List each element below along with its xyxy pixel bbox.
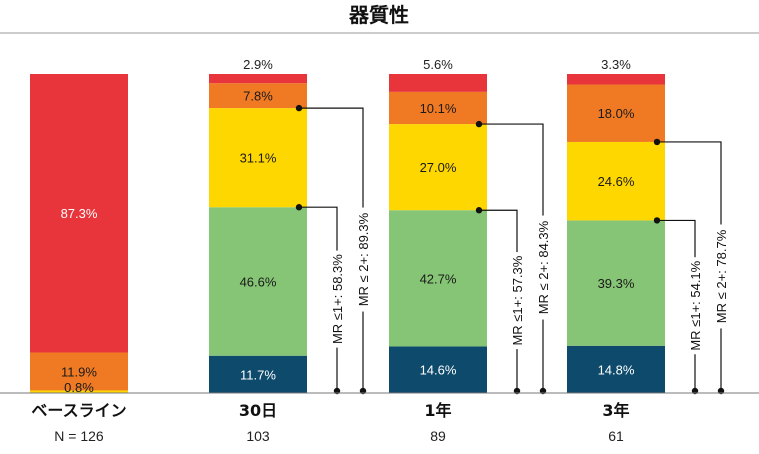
bar-segment: [209, 74, 307, 84]
bar-segment: [30, 74, 128, 353]
label-background: [329, 250, 345, 348]
brackets-group: MR ≤1+: 58.3% MR ≤ 2+: 89.3% MR ≤1+: 57.3%…: [295, 104, 729, 395]
bracket-dot: [653, 138, 661, 146]
bar-segment: [567, 220, 665, 346]
data-label: 10.1%: [420, 101, 457, 116]
data-label: 14.6%: [420, 363, 457, 378]
bracket-dot: [295, 104, 303, 112]
n-label: N = 126: [54, 428, 104, 444]
bar-segment: [209, 207, 307, 356]
bracket-label-group: MR ≤1+: 58.3%: [329, 250, 345, 348]
bracket-dot: [295, 204, 303, 211]
data-label: 11.9%: [61, 364, 97, 379]
data-label: 3.3%: [601, 57, 631, 72]
chart-title: 器質性: [348, 3, 409, 27]
label-background: [687, 257, 703, 355]
bars-group: 0.8%11.9% 87.3% 11.7% 46.6% 31.1% 7.8% 2.9% 14.…: [30, 57, 665, 395]
data-label: 24.6%: [598, 174, 635, 189]
bracket-label: MR ≤ 2+: 89.3%: [356, 212, 371, 306]
bracket-dot: [475, 207, 483, 214]
data-label: 87.3%: [61, 206, 98, 221]
data-label: 39.3%: [598, 276, 635, 291]
data-label: 11.7%: [240, 367, 276, 382]
bracket-label-group: MR ≤ 2+: 89.3%: [355, 207, 371, 312]
bar-segment: [209, 355, 307, 393]
label-background: [713, 224, 729, 329]
bracket-label-group: MR ≤1+: 54.1%: [687, 257, 703, 355]
bracket-dot: [475, 120, 483, 128]
category-label: 3年: [602, 401, 629, 420]
data-label: 14.8%: [598, 362, 635, 377]
bar-segment: [30, 352, 128, 391]
bar-segment: [389, 346, 487, 393]
data-label: 18.0%: [598, 106, 635, 121]
bar-segment: [209, 108, 307, 208]
bracket-label: MR ≤ 2+: 78.7%: [714, 229, 729, 323]
category-labels: ベースライン N = 126 30日 103 1年 89 3年 61: [31, 401, 629, 444]
bracket-label: MR ≤ 2+: 84.3%: [536, 220, 551, 314]
label-background: [355, 207, 371, 312]
label-background: [535, 215, 551, 320]
label-background: [509, 252, 525, 350]
category-label: 30日: [239, 401, 277, 420]
bracket-label-group: MR ≤1+: 57.3%: [509, 252, 525, 350]
n-label: 89: [430, 428, 446, 444]
bracket-dot: [653, 217, 661, 224]
bar-segment: [389, 124, 487, 211]
bracket-label-group: MR ≤ 2+: 78.7%: [713, 224, 729, 329]
bar-segment: [567, 141, 665, 221]
bar-segment: [389, 91, 487, 125]
bracket-label-group: MR ≤ 2+: 84.3%: [535, 215, 551, 320]
bar-segment: [209, 83, 307, 109]
n-label: 61: [608, 428, 624, 444]
category-label: 1年: [424, 401, 451, 420]
bracket-label: MR ≤1+: 54.1%: [688, 260, 703, 350]
bar-segment: [389, 210, 487, 347]
n-label: 103: [246, 428, 270, 444]
data-label: 42.7%: [420, 271, 457, 286]
bar-segment: [567, 345, 665, 393]
data-label: 2.9%: [243, 57, 273, 72]
bar-segment: [30, 390, 128, 393]
bracket-label: MR ≤1+: 57.3%: [510, 255, 525, 345]
bracket-line: [299, 107, 364, 391]
data-label: 5.6%: [423, 57, 453, 72]
bar-segment: [567, 84, 665, 142]
category-label: ベースライン: [31, 401, 126, 420]
data-label: 27.0%: [420, 160, 457, 175]
bracket-label: MR ≤1+: 58.3%: [330, 254, 345, 344]
bar-segment: [389, 74, 487, 92]
data-label: 31.1%: [240, 151, 277, 166]
data-label: 0.8%: [64, 380, 94, 395]
bar-segment: [567, 74, 665, 85]
data-label: 7.8%: [243, 89, 273, 104]
data-label: 46.6%: [240, 274, 277, 289]
